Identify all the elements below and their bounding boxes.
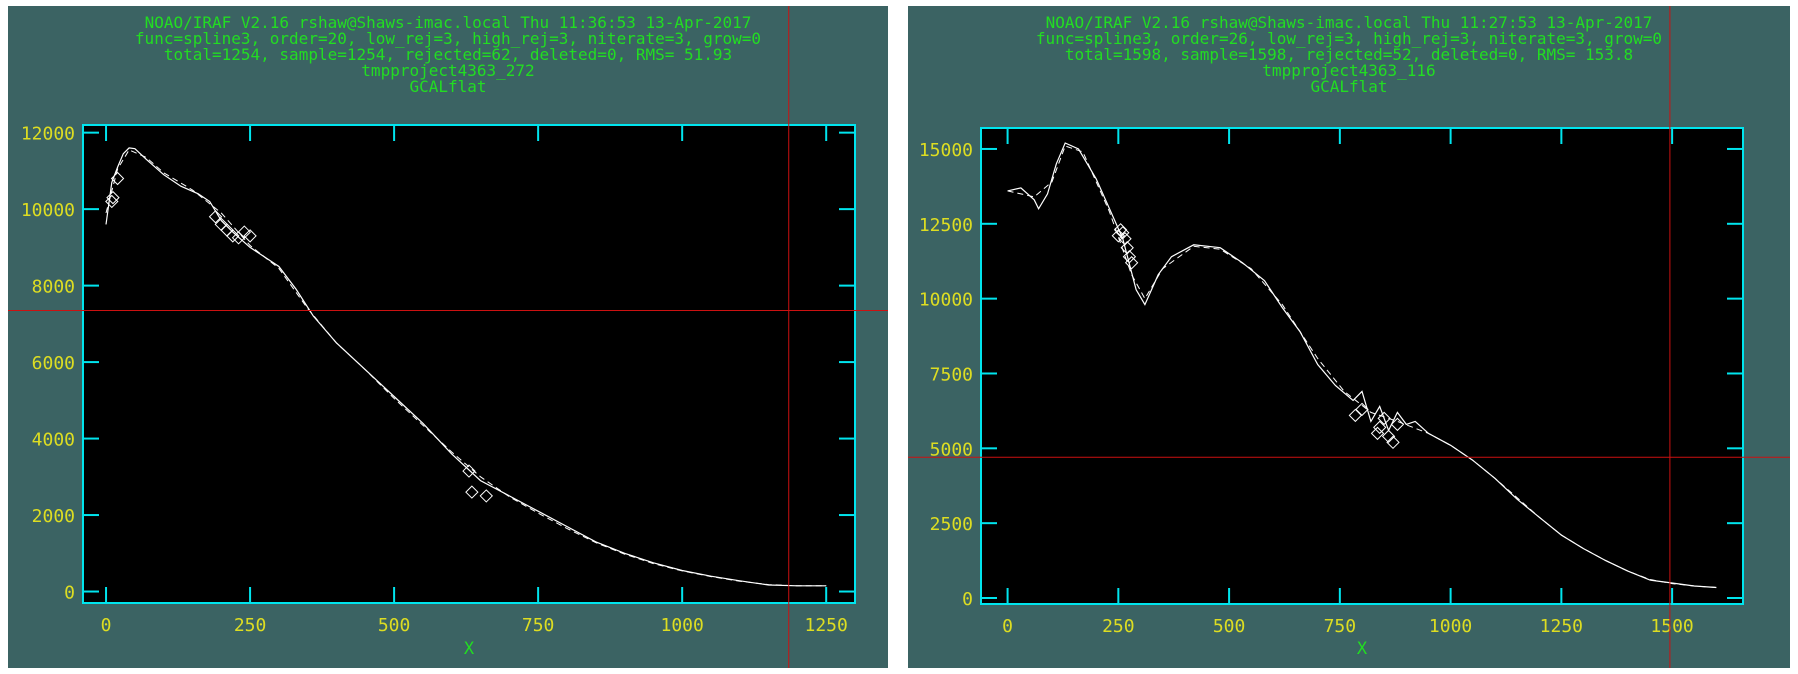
y-tick-label: 0 (962, 589, 973, 610)
x-tick-label: 1250 (805, 615, 848, 636)
left-plot-panel: NOAO/IRAF V2.16 rshaw@Shaws-imac.local T… (8, 6, 888, 668)
x-axis-label: X (464, 639, 475, 659)
y-tick-label: 6000 (32, 353, 75, 374)
y-tick-label: 2000 (32, 506, 75, 527)
y-tick-label: 10000 (919, 290, 973, 311)
plot-area (83, 125, 855, 603)
plot-area (981, 128, 1743, 604)
y-tick-label: 8000 (32, 277, 75, 298)
x-tick-label: 500 (378, 615, 411, 636)
x-tick-label: 750 (522, 615, 555, 636)
x-tick-label: 0 (101, 615, 112, 636)
x-tick-label: 1500 (1650, 616, 1693, 637)
y-tick-label: 7500 (930, 364, 973, 385)
x-tick-label: 500 (1213, 616, 1246, 637)
y-tick-label: 12500 (919, 215, 973, 236)
x-tick-label: 1250 (1540, 616, 1583, 637)
x-tick-label: 1000 (1429, 616, 1472, 637)
y-tick-label: 15000 (919, 140, 973, 161)
y-tick-label: 0 (64, 583, 75, 604)
chart-title: GCALflat (409, 77, 486, 96)
x-tick-label: 250 (1102, 616, 1135, 637)
right-chart: NOAO/IRAF V2.16 rshaw@Shaws-imac.local T… (908, 6, 1790, 668)
x-tick-label: 0 (1002, 616, 1013, 637)
x-tick-label: 250 (234, 615, 267, 636)
right-plot-panel: NOAO/IRAF V2.16 rshaw@Shaws-imac.local T… (908, 6, 1790, 668)
y-tick-label: 2500 (930, 514, 973, 535)
x-axis-label: X (1357, 639, 1368, 659)
chart-title: GCALflat (1310, 77, 1387, 96)
x-tick-label: 1000 (660, 615, 703, 636)
y-tick-label: 4000 (32, 430, 75, 451)
x-tick-label: 750 (1324, 616, 1357, 637)
left-chart: NOAO/IRAF V2.16 rshaw@Shaws-imac.local T… (8, 6, 888, 668)
y-tick-label: 12000 (21, 124, 75, 145)
y-tick-label: 10000 (21, 200, 75, 221)
